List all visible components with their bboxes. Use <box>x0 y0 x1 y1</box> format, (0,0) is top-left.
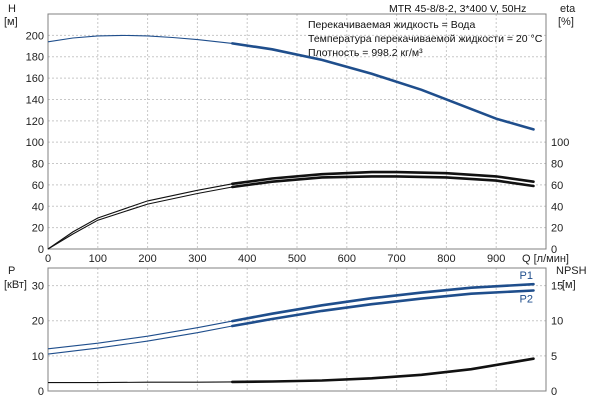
right-tick-label: 10 <box>551 316 563 328</box>
bottom-chart: 0 10 20 30 0 5 10 15 P1 P2 P [кВт] NPSH [м] <box>4 265 587 398</box>
left-tick-label: 40 <box>32 201 44 213</box>
info-line-fluid: Перекачиваемая жидкость = Вода <box>308 19 475 31</box>
top-frame <box>47 13 547 250</box>
x-tick-label: 0 <box>45 253 51 265</box>
top-grid <box>48 14 546 249</box>
eta-axis-unit: [%] <box>558 16 574 28</box>
left-tick-label: 160 <box>26 73 44 85</box>
top-ticks: 0 20 40 60 80 100 120 140 160 180 200 0 20 40 60 80 100 0… <box>26 30 570 265</box>
x-tick-label: 800 <box>437 253 455 265</box>
series-eta_1-thick <box>231 170 535 186</box>
p-axis-unit: [кВт] <box>4 279 27 291</box>
right-tick-label: 20 <box>551 223 563 235</box>
series-h-thick <box>231 42 535 131</box>
npsh-axis-label: NPSH <box>556 265 587 277</box>
series-p2-thin <box>47 325 233 355</box>
series-label-p2: P2 <box>520 293 533 305</box>
series-npsh-thick <box>231 357 535 384</box>
series-h-thin <box>47 34 233 44</box>
left-tick-label: 20 <box>32 316 44 328</box>
left-tick-label: 10 <box>32 351 44 363</box>
left-tick-label: 120 <box>26 116 44 128</box>
pump-model-title: MTR 45-8/8-2, 3*400 V, 50Hz <box>389 3 526 15</box>
right-tick-label: 0 <box>551 386 557 398</box>
series-p2-thick <box>231 289 535 328</box>
left-tick-label: 80 <box>32 159 44 171</box>
x-tick-label: 300 <box>188 253 206 265</box>
left-tick-label: 60 <box>32 180 44 192</box>
eta-axis-label: eta <box>560 3 576 15</box>
right-tick-label: 15 <box>551 281 563 293</box>
series-p1-thin <box>47 320 233 350</box>
right-tick-label: 40 <box>551 201 563 213</box>
plot-frame <box>47 13 547 250</box>
right-tick-label: 5 <box>551 351 557 363</box>
left-tick-label: 100 <box>26 137 44 149</box>
series-eta_1-thin <box>47 183 233 250</box>
x-tick-label: 600 <box>338 253 356 265</box>
x-tick-label: 900 <box>487 253 505 265</box>
right-tick-label: 100 <box>551 137 569 149</box>
x-tick-label: 400 <box>238 253 256 265</box>
series-label-p1: P1 <box>520 270 533 282</box>
left-tick-label: 0 <box>38 386 44 398</box>
left-tick-label: 200 <box>26 30 44 42</box>
left-tick-label: 180 <box>26 52 44 64</box>
right-tick-label: 80 <box>551 159 563 171</box>
x-tick-label: 500 <box>288 253 306 265</box>
info-line-temperature: Температура перекачиваемой жидкости = 20… <box>308 33 543 45</box>
series-npsh-thin <box>48 381 233 384</box>
bottom-series: P1 P2 <box>47 270 535 384</box>
series-eta_2-thick <box>231 175 535 189</box>
x-tick-label: 100 <box>89 253 107 265</box>
right-tick-label: 0 <box>551 244 557 256</box>
plot-frame <box>47 267 547 392</box>
left-tick-label: 0 <box>38 244 44 256</box>
x-tick-label: 200 <box>138 253 156 265</box>
p-axis-label: P <box>8 265 15 277</box>
left-tick-label: 140 <box>26 94 44 106</box>
series-eta_2-thin <box>47 186 233 250</box>
x-tick-label: 700 <box>387 253 405 265</box>
left-tick-label: 30 <box>32 281 44 293</box>
series-p1-thick <box>231 282 535 323</box>
h-axis-label: H <box>8 3 16 15</box>
bottom-ticks: 0 10 20 30 0 5 10 15 <box>32 281 564 398</box>
top-series <box>47 34 535 250</box>
right-tick-label: 60 <box>551 180 563 192</box>
h-axis-unit: [м] <box>4 16 18 28</box>
info-line-density: Плотность = 998.2 кг/м³ <box>308 47 423 59</box>
top-chart: 0 20 40 60 80 100 120 140 160 180 200 0 20 40 60 80 100 0… <box>4 3 576 265</box>
left-tick-label: 20 <box>32 223 44 235</box>
bottom-grid <box>48 268 546 391</box>
npsh-axis-unit: [м] <box>562 279 576 291</box>
bottom-frame <box>47 267 547 392</box>
q-axis-label: Q [л/мин] <box>522 253 569 265</box>
